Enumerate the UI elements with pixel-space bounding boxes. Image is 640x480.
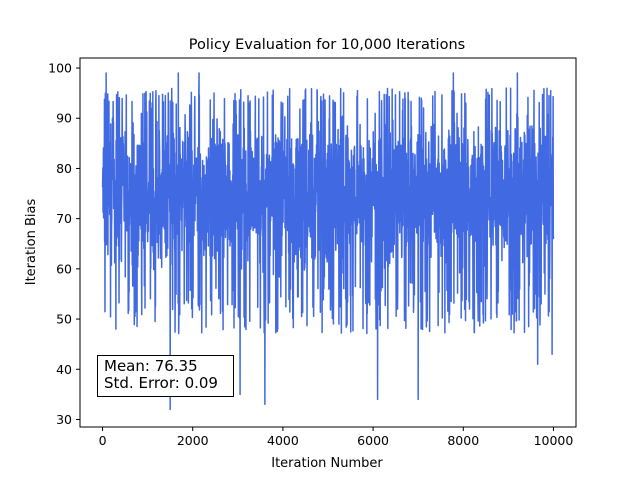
chart-title: Policy Evaluation for 10,000 Iterations — [189, 37, 465, 53]
y-tick-label: 80 — [56, 161, 72, 176]
series-line — [101, 72, 555, 411]
stats-annotation-box: Mean: 76.35 Std. Error: 0.09 — [97, 355, 234, 397]
y-tick-label: 30 — [56, 412, 72, 427]
y-tick-label: 60 — [56, 261, 72, 276]
x-axis-label: Iteration Number — [271, 456, 383, 471]
y-tick-label: 70 — [56, 211, 72, 226]
series-layer — [101, 72, 555, 411]
x-tick-label: 6000 — [357, 433, 389, 448]
y-tick-label: 50 — [56, 312, 72, 327]
x-tick-label: 10000 — [534, 433, 574, 448]
x-tick-label: 2000 — [177, 433, 209, 448]
y-axis-label: Iteration Bias — [24, 199, 39, 286]
y-tick-label: 100 — [48, 61, 72, 76]
y-axis: 30 40 50 60 70 80 90 100 — [48, 61, 80, 427]
x-tick-label: 8000 — [447, 433, 479, 448]
plot-frame — [79, 57, 577, 428]
y-tick-label: 40 — [56, 362, 72, 377]
mean-text: Mean: 76.35 — [104, 357, 198, 375]
x-tick-label: 4000 — [267, 433, 299, 448]
y-tick-label: 90 — [56, 111, 72, 126]
stderr-text: Std. Error: 0.09 — [104, 374, 218, 392]
x-axis: 0 2000 4000 6000 8000 10000 — [99, 427, 574, 448]
x-tick-label: 0 — [99, 433, 107, 448]
